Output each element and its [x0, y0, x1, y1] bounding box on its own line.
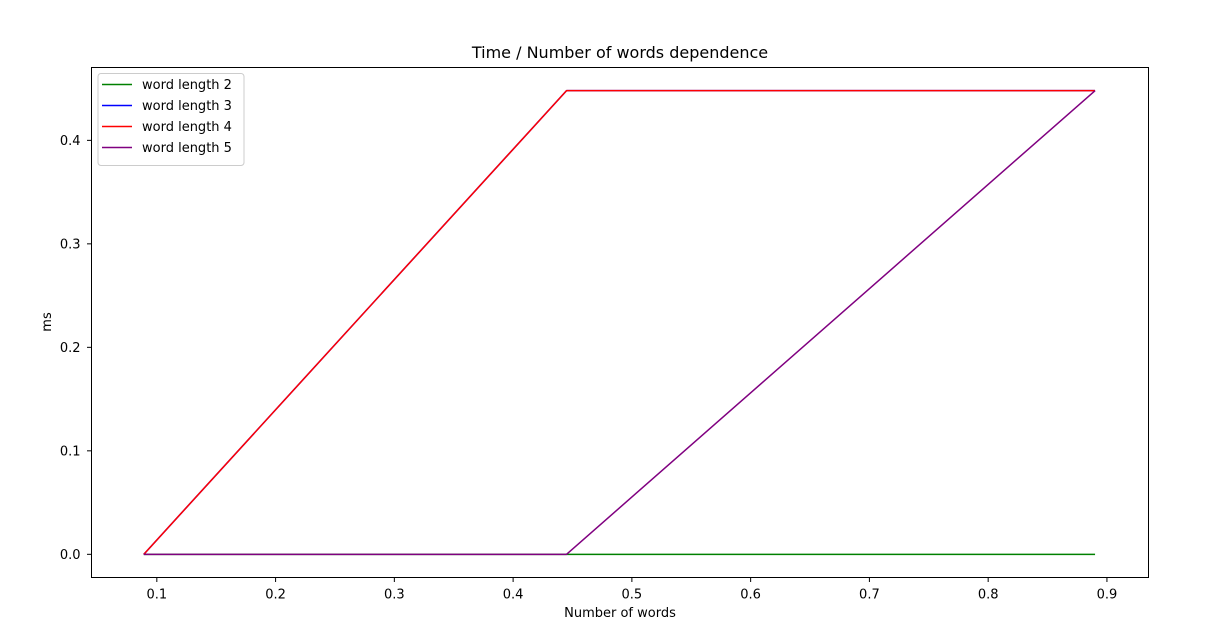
y-axis: 0.0 0.1 0.2 0.3 0.4: [60, 134, 92, 563]
x-tick-label: 0.3: [384, 588, 405, 603]
x-tick-label: 0.8: [978, 588, 999, 603]
series-layer: [143, 89, 1096, 556]
x-tick-label: 0.6: [740, 588, 761, 603]
plot-frame: [91, 67, 1149, 578]
legend-label-3: word length 4: [142, 120, 232, 135]
legend: word length 2 word length 3 word length 4 w…: [97, 73, 245, 166]
chart-title: Time / Number of words dependence: [471, 43, 768, 62]
series-line-2: [143, 89, 1096, 555]
x-tick-label: 0.1: [146, 588, 167, 603]
legend-label-4: word length 5: [142, 141, 232, 156]
y-tick-label: 0.2: [60, 341, 81, 356]
x-tick-label: 0.2: [265, 588, 286, 603]
y-tick-label: 0.1: [60, 444, 81, 459]
y-tick-label: 0.0: [60, 548, 81, 563]
x-tick-label: 0.4: [503, 588, 524, 603]
x-axis: 0.1 0.2 0.3 0.4 0.5 0.6 0.7 0.8 0.9: [146, 577, 1118, 603]
y-axis-label: ms: [40, 312, 55, 332]
legend-frame: [97, 73, 245, 166]
y-tick-label: 0.3: [60, 237, 81, 252]
x-tick-label: 0.7: [859, 588, 880, 603]
x-axis-label: Number of words: [564, 606, 676, 621]
series-line-3: [143, 89, 1096, 555]
series-line-4: [143, 90, 1096, 556]
legend-label-2: word length 3: [142, 99, 232, 114]
x-tick-label: 0.9: [1097, 588, 1118, 603]
x-tick-label: 0.5: [622, 588, 643, 603]
legend-label-1: word length 2: [142, 78, 232, 93]
y-tick-label: 0.4: [60, 134, 81, 149]
